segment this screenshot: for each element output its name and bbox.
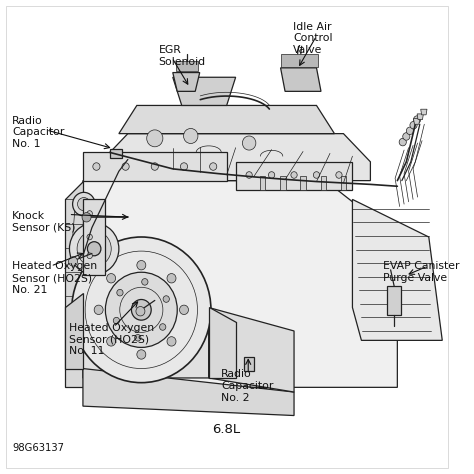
Polygon shape	[83, 369, 294, 416]
Circle shape	[160, 324, 166, 330]
Bar	[244, 357, 254, 371]
Bar	[176, 61, 198, 71]
Bar	[301, 176, 306, 190]
Circle shape	[183, 128, 198, 144]
Text: 6.8L: 6.8L	[213, 423, 241, 436]
Circle shape	[147, 130, 163, 147]
Bar	[320, 176, 326, 190]
Circle shape	[180, 305, 189, 315]
Polygon shape	[173, 73, 200, 91]
Text: Knock
Sensor (KS): Knock Sensor (KS)	[12, 210, 75, 232]
Polygon shape	[83, 153, 227, 181]
Circle shape	[167, 337, 176, 346]
Circle shape	[413, 116, 421, 123]
Circle shape	[136, 307, 145, 316]
Polygon shape	[83, 293, 209, 378]
Polygon shape	[353, 200, 442, 340]
Bar	[260, 176, 265, 190]
Polygon shape	[413, 118, 420, 124]
Polygon shape	[173, 77, 236, 105]
Circle shape	[73, 192, 95, 216]
Circle shape	[87, 234, 92, 240]
Circle shape	[131, 300, 151, 320]
Circle shape	[137, 261, 146, 270]
Circle shape	[72, 237, 211, 383]
Text: Idle Air
Control
Valve: Idle Air Control Valve	[293, 22, 333, 55]
Circle shape	[82, 212, 91, 222]
Polygon shape	[209, 308, 294, 392]
Circle shape	[181, 163, 188, 170]
Circle shape	[410, 121, 417, 129]
Circle shape	[87, 253, 92, 259]
Polygon shape	[83, 200, 105, 274]
Circle shape	[107, 337, 116, 346]
Text: EGR
Solenoid: EGR Solenoid	[158, 46, 206, 67]
Bar	[110, 149, 122, 158]
Circle shape	[406, 127, 413, 135]
Circle shape	[151, 163, 158, 170]
Circle shape	[77, 231, 111, 266]
Circle shape	[94, 305, 103, 315]
Circle shape	[117, 289, 123, 296]
Polygon shape	[65, 181, 83, 387]
Polygon shape	[236, 162, 353, 190]
Circle shape	[167, 273, 176, 283]
Circle shape	[69, 257, 78, 266]
Circle shape	[246, 172, 252, 178]
Circle shape	[70, 223, 119, 274]
Circle shape	[142, 279, 148, 285]
Polygon shape	[417, 114, 423, 119]
Polygon shape	[83, 181, 397, 387]
Circle shape	[87, 242, 101, 256]
Text: Radio
Capacitor
No. 2: Radio Capacitor No. 2	[221, 370, 273, 403]
Circle shape	[336, 172, 342, 178]
Text: Heated Oxygen
Sensor (HO2S)
No. 11: Heated Oxygen Sensor (HO2S) No. 11	[69, 322, 154, 356]
Circle shape	[242, 136, 256, 150]
Circle shape	[87, 210, 92, 216]
Circle shape	[107, 273, 116, 283]
Circle shape	[122, 163, 129, 170]
Polygon shape	[421, 109, 427, 115]
Bar	[387, 286, 401, 315]
Circle shape	[291, 172, 297, 178]
Circle shape	[137, 350, 146, 359]
Circle shape	[93, 163, 100, 170]
Bar	[282, 54, 319, 67]
Circle shape	[313, 172, 319, 178]
Circle shape	[268, 172, 275, 178]
Bar	[280, 176, 285, 190]
Circle shape	[163, 296, 169, 302]
Circle shape	[210, 163, 217, 170]
Circle shape	[403, 133, 410, 140]
Text: EVAP Canister
Purge Valve: EVAP Canister Purge Valve	[383, 262, 459, 283]
Polygon shape	[281, 68, 321, 91]
Circle shape	[105, 272, 177, 347]
Text: 98G63137: 98G63137	[12, 443, 64, 454]
Circle shape	[135, 335, 141, 341]
Circle shape	[113, 317, 119, 324]
Circle shape	[399, 138, 406, 146]
Polygon shape	[101, 134, 370, 181]
Circle shape	[78, 198, 90, 210]
Polygon shape	[65, 293, 83, 369]
Bar	[341, 176, 346, 190]
Polygon shape	[209, 308, 236, 378]
Polygon shape	[119, 105, 335, 134]
Text: Heated Oxygen
Sensor (HO2S)
No. 21: Heated Oxygen Sensor (HO2S) No. 21	[12, 262, 97, 295]
Text: Radio
Capacitor
No. 1: Radio Capacitor No. 1	[12, 116, 64, 149]
